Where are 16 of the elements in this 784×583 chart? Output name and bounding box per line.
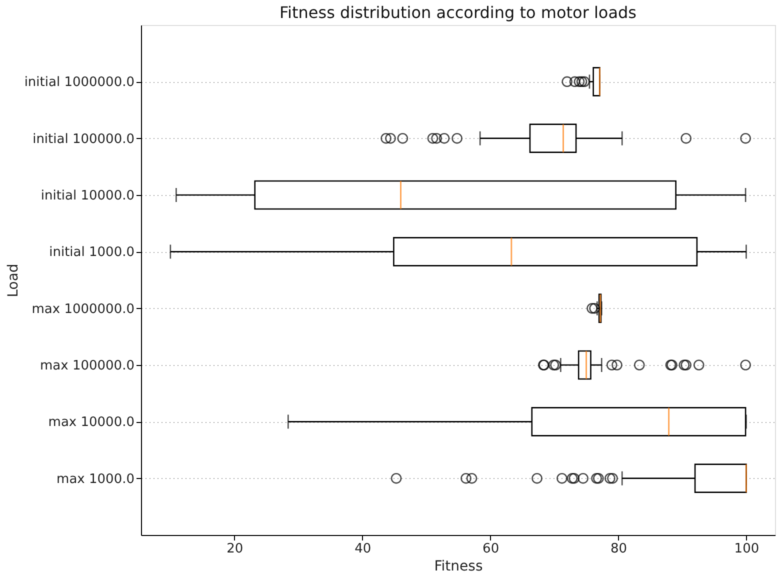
x-tick-label: 40 [354,542,372,556]
y-tick-label: initial 10000.0 [40,188,134,204]
x-tick-label: 60 [482,542,500,556]
chart-title: Fitness distribution according to motor loads [279,3,637,22]
x-tick-label: 20 [226,542,244,556]
y-tick-label: max 10000.0 [48,415,134,430]
y-tick-label: initial 1000.0 [49,245,134,260]
y-axis-title: Load [5,264,22,298]
y-tick-label: max 1000.0 [56,472,134,487]
x-tick-label: 80 [610,542,628,556]
y-tick-label: max 1000000.0 [32,302,134,317]
y-tick-label: initial 100000.0 [32,132,134,147]
x-axis-title: Fitness [434,558,483,574]
y-tick-label: max 100000.0 [40,358,134,374]
y-tick-label: initial 1000000.0 [24,75,134,90]
x-tick-label: 100 [734,542,760,556]
